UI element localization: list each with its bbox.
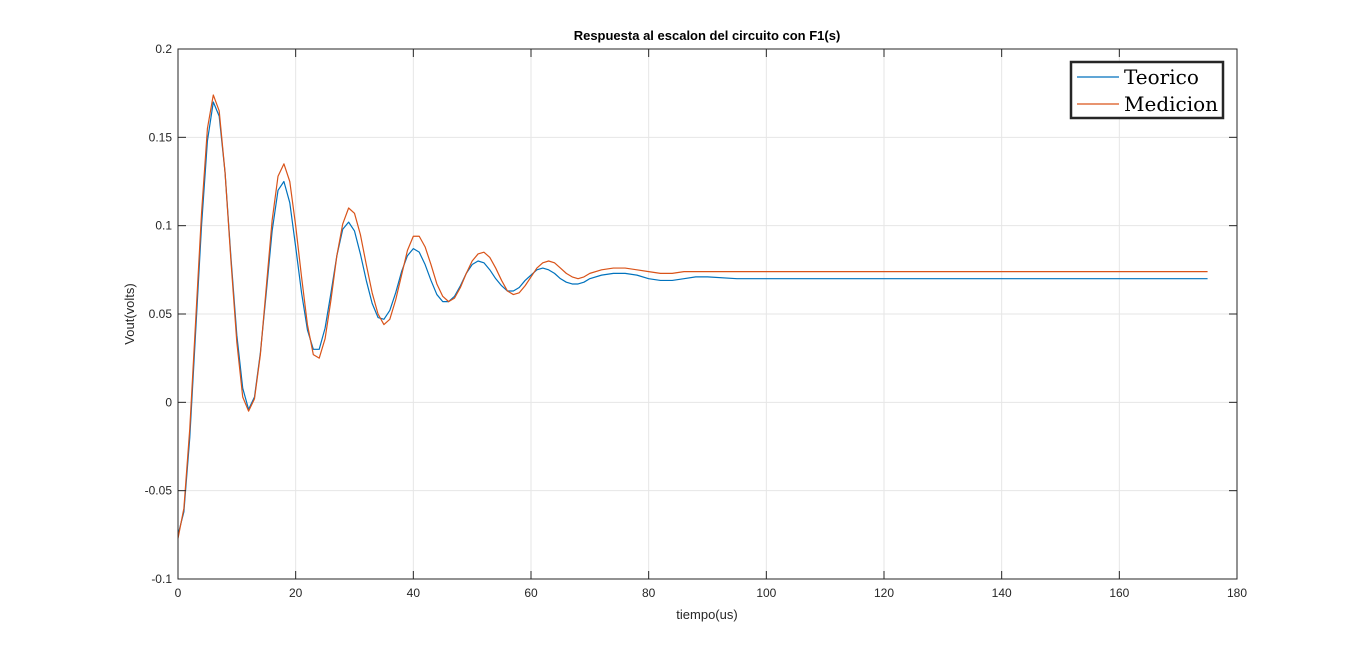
- y-tick-label: -0.05: [145, 484, 173, 498]
- y-tick-label: 0.05: [149, 307, 173, 321]
- x-tick-label: 160: [1109, 586, 1129, 600]
- y-axis-label: Vout(volts): [122, 283, 137, 344]
- legend: Teorico Medicion: [1069, 60, 1225, 120]
- x-axis-label: tiempo(us): [676, 607, 737, 622]
- x-tick-label: 100: [756, 586, 776, 600]
- y-tick-label: -0.1: [151, 572, 172, 586]
- series-layer: [177, 94, 1208, 539]
- x-tick-label: 80: [642, 586, 656, 600]
- legend-label-teorico: Teorico: [1124, 65, 1199, 89]
- x-tick-label: 120: [874, 586, 894, 600]
- x-tick-label: 0: [175, 586, 182, 600]
- y-tick-label: 0.1: [155, 219, 172, 233]
- series-line-medicion: [177, 94, 1208, 539]
- x-tick-label: 40: [407, 586, 421, 600]
- y-tick-label: 0.15: [149, 130, 173, 144]
- ticks: 0 20 40 60 80 100 120 140 160 180 -0.1 -0.05 0 0.05 0.…: [145, 42, 1248, 600]
- legend-box: [1069, 60, 1225, 120]
- x-tick-label: 20: [289, 586, 303, 600]
- chart-title: Respuesta al escalon del circuito con F1…: [574, 28, 841, 43]
- x-tick-label: 140: [992, 586, 1012, 600]
- x-tick-label: 60: [524, 586, 538, 600]
- y-tick-label: 0: [165, 395, 172, 409]
- legend-label-medicion: Medicion: [1124, 92, 1218, 116]
- x-tick-label: 180: [1227, 586, 1247, 600]
- y-tick-label: 0.2: [155, 42, 172, 56]
